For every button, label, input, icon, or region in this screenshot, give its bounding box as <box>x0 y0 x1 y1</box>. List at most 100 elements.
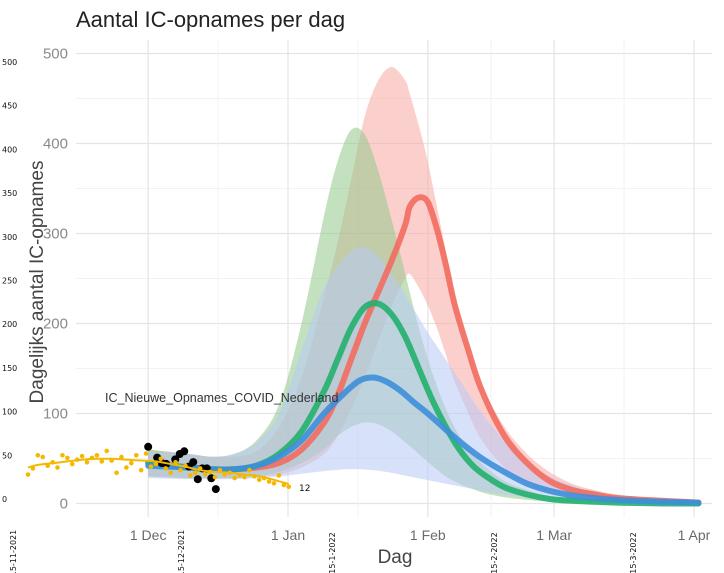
overlay-point <box>124 465 129 470</box>
overlay-point <box>148 464 154 469</box>
y-tick-label: 500 <box>43 46 68 63</box>
overlay-y-tick: 150 <box>2 364 17 373</box>
overlay-point <box>50 459 55 465</box>
overlay-point <box>158 456 164 462</box>
overlay-point <box>133 453 139 458</box>
y-tick-label: 400 <box>43 136 68 153</box>
overlay-point <box>222 472 228 477</box>
y-axis-label: Dagelijks aantal IC-opnames <box>27 161 48 404</box>
overlay-point <box>207 469 213 475</box>
x-axis-label: Dag <box>378 547 413 568</box>
y-tick-label: 0 <box>60 496 68 513</box>
y-tick-label: 200 <box>43 316 68 333</box>
overlay-x-tick: 15-12-2021 <box>177 530 186 573</box>
x-tick-label: 1 Jan <box>271 527 305 543</box>
overlay-end-label: 12 <box>299 484 310 494</box>
observed-point <box>193 475 202 484</box>
overlay-point <box>247 467 252 473</box>
overlay-point <box>55 465 60 470</box>
overlay-point <box>84 459 90 465</box>
overlay-point <box>40 454 46 460</box>
overlay-point <box>35 453 41 458</box>
overlay-point <box>30 466 36 471</box>
overlay-y-tick: 400 <box>2 145 17 154</box>
overlay-point <box>163 466 169 471</box>
band-red <box>148 67 699 504</box>
overlay-point <box>286 484 292 490</box>
overlay-point <box>60 453 65 458</box>
overlay-point <box>143 451 149 456</box>
overlay-point <box>281 482 287 488</box>
overlay-y-tick: 350 <box>2 189 17 198</box>
overlay-point <box>65 455 70 461</box>
overlay-point <box>104 448 110 454</box>
y-tick-label: 300 <box>43 226 68 243</box>
overlay-point <box>99 459 105 464</box>
line-blue <box>145 374 702 506</box>
overlay-y-tick: 50 <box>2 451 12 460</box>
observed-point <box>189 458 198 467</box>
overlay-y-tick: 0 <box>2 495 7 504</box>
overlay-x-tick: 15-2-2022 <box>490 532 499 573</box>
overlay-point <box>242 474 247 480</box>
overlay-point <box>74 457 80 462</box>
overlay-x-tick: 15-3-2022 <box>629 532 638 573</box>
overlay-point <box>192 470 198 476</box>
overlay-point <box>252 473 257 479</box>
overlay-point <box>129 460 134 466</box>
overlay-y-tick: 250 <box>2 277 17 286</box>
overlay-point <box>261 475 267 481</box>
x-tick-label: 1 Feb <box>410 527 446 543</box>
overlay-point <box>217 467 223 473</box>
line-red <box>145 194 702 506</box>
overlay-point <box>183 463 188 469</box>
overlay-point <box>173 459 178 465</box>
overlay-point <box>79 453 85 459</box>
overlay-point <box>138 467 144 473</box>
overlay-point <box>89 455 95 461</box>
overlay-series-label: IC_Nieuwe_Opnames_COVID_Nederland <box>105 391 339 405</box>
overlay-x-tick: 15-11-2021 <box>9 530 18 573</box>
overlay-point <box>25 472 31 477</box>
overlay-series <box>25 448 292 490</box>
overlay-y-tick: 450 <box>2 102 17 111</box>
x-tick-label: 1 Dec <box>130 527 167 543</box>
tick-labels: 0 100 200 300 400 500 1 Dec 1 Jan 1 Feb 1 Mar 1 Ap… <box>43 46 711 544</box>
overlay-point <box>256 477 262 483</box>
overlay-point <box>237 473 242 478</box>
overlay-y-tick: 100 <box>2 408 17 417</box>
series-lines <box>145 194 702 507</box>
observed-point <box>144 442 153 451</box>
overlay-point <box>109 458 114 463</box>
overlay-y-tick: 200 <box>2 320 17 329</box>
overlay-point <box>266 479 272 484</box>
overlay-point <box>168 470 173 476</box>
overlay-point <box>232 475 237 481</box>
overlay-tick-labels: 0 50 100 150 200 250 300 350 400 450 500 15-11-2021… <box>2 58 638 573</box>
overlay-y-tick: 500 <box>2 58 17 67</box>
overlay-y-tick: 300 <box>2 233 17 242</box>
observed-point <box>180 447 189 456</box>
overlay-trend-line <box>27 457 290 486</box>
overlay-x-tick: 15-1-2022 <box>328 532 337 573</box>
overlay-point <box>276 473 282 478</box>
chart-title: Aantal IC-opnames per dag <box>76 7 345 32</box>
overlay-point <box>119 454 124 460</box>
overlay-point <box>153 461 159 467</box>
observed-point <box>211 485 220 494</box>
overlay-point <box>94 453 100 458</box>
overlay-point <box>188 473 193 478</box>
overlay-point <box>202 472 208 477</box>
overlay-point <box>178 467 183 473</box>
overlay-point <box>114 470 119 476</box>
overlay-point <box>212 474 218 480</box>
overlay-point <box>69 461 75 467</box>
overlay-point <box>197 466 203 471</box>
y-tick-label: 100 <box>43 406 68 423</box>
overlay-point <box>271 480 277 486</box>
x-tick-label: 1 Apr <box>678 527 711 543</box>
overlay-point <box>45 463 50 469</box>
overlay-point <box>227 470 233 476</box>
x-tick-label: 1 Mar <box>536 527 572 543</box>
